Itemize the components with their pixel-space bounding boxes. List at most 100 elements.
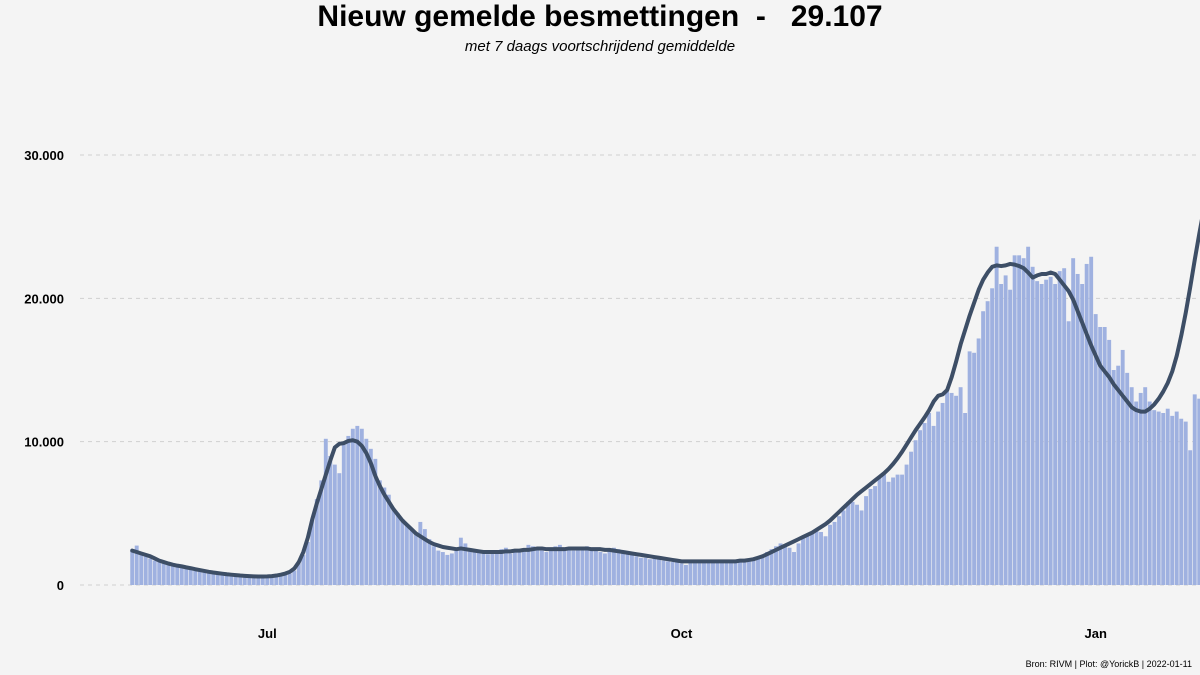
bar xyxy=(823,536,828,585)
bar xyxy=(729,560,733,585)
y-tick-label: 30.000 xyxy=(24,148,64,163)
bar xyxy=(130,549,135,585)
bar xyxy=(805,534,810,585)
bar xyxy=(774,546,778,585)
bar xyxy=(855,504,860,585)
bar xyxy=(458,537,463,585)
bar xyxy=(328,456,333,585)
bar xyxy=(593,550,598,585)
bar xyxy=(1197,398,1200,585)
bar xyxy=(530,546,535,585)
bar xyxy=(846,501,851,585)
bar xyxy=(1075,273,1080,585)
bar xyxy=(274,576,279,585)
moving-average-series xyxy=(130,218,1200,579)
bar xyxy=(738,562,742,585)
y-tick-label: 20.000 xyxy=(24,291,64,306)
bar xyxy=(1080,284,1085,585)
bar xyxy=(724,561,729,585)
bar xyxy=(1107,339,1112,585)
bar xyxy=(553,546,558,585)
y-tick-label: 0 xyxy=(57,578,64,593)
bar xyxy=(999,284,1004,585)
bar xyxy=(940,402,945,585)
bar xyxy=(364,438,369,585)
bar xyxy=(607,548,612,585)
bar xyxy=(675,562,679,585)
bar xyxy=(526,544,531,585)
bar xyxy=(949,392,954,585)
bar xyxy=(981,311,986,585)
bar xyxy=(296,563,301,585)
bar xyxy=(963,413,968,585)
bar xyxy=(404,524,409,585)
bar xyxy=(1017,255,1022,586)
bar xyxy=(238,575,243,585)
bar xyxy=(1044,279,1049,585)
bar xyxy=(557,544,562,585)
bar xyxy=(485,554,490,585)
bar xyxy=(305,542,310,585)
bar xyxy=(143,556,148,585)
bar xyxy=(1021,258,1026,585)
bar xyxy=(1012,255,1017,586)
bar xyxy=(819,531,823,585)
x-tick-label: Jul xyxy=(258,626,277,641)
bar xyxy=(643,557,648,585)
bar xyxy=(472,550,477,585)
bar xyxy=(967,351,972,585)
bar xyxy=(566,549,571,585)
bar xyxy=(206,572,211,585)
bar xyxy=(634,556,639,585)
bar xyxy=(283,574,288,585)
bar xyxy=(179,567,184,585)
bar xyxy=(886,481,891,585)
bar xyxy=(976,338,981,585)
bar xyxy=(620,550,625,585)
bar xyxy=(134,545,139,585)
source-caption: Bron: RIVM | Plot: @YorickB | 2022-01-11 xyxy=(1025,659,1192,669)
bar xyxy=(625,553,630,585)
bar xyxy=(1183,421,1188,585)
bar xyxy=(1035,281,1040,585)
bar xyxy=(1008,289,1013,585)
bar xyxy=(260,576,265,585)
bar xyxy=(629,554,634,585)
bar xyxy=(580,547,585,585)
bar xyxy=(562,547,567,585)
bar xyxy=(913,440,918,585)
bar xyxy=(382,487,387,585)
bar xyxy=(769,549,774,585)
bar xyxy=(584,546,589,585)
bar xyxy=(702,560,706,585)
bar xyxy=(224,574,229,585)
bar xyxy=(1102,327,1107,585)
bar xyxy=(481,553,486,585)
bar xyxy=(1165,408,1170,585)
bar xyxy=(877,477,882,585)
bar xyxy=(787,547,792,585)
bar xyxy=(301,554,306,585)
bar xyxy=(810,533,814,585)
bar xyxy=(202,571,207,585)
bar xyxy=(548,547,553,585)
bar xyxy=(909,451,914,585)
bar xyxy=(512,552,517,585)
bar xyxy=(688,561,693,585)
bar xyxy=(972,352,977,585)
bar xyxy=(539,550,544,585)
bar xyxy=(368,448,373,585)
bar xyxy=(256,576,261,585)
bar xyxy=(837,516,842,585)
bar xyxy=(1147,401,1152,585)
bar xyxy=(377,480,382,585)
bar xyxy=(841,510,846,585)
bar xyxy=(265,576,270,585)
bar xyxy=(197,570,202,585)
bar xyxy=(278,575,283,585)
bar xyxy=(792,552,796,585)
bar xyxy=(922,423,927,585)
bar xyxy=(499,549,504,585)
bar xyxy=(409,529,414,585)
